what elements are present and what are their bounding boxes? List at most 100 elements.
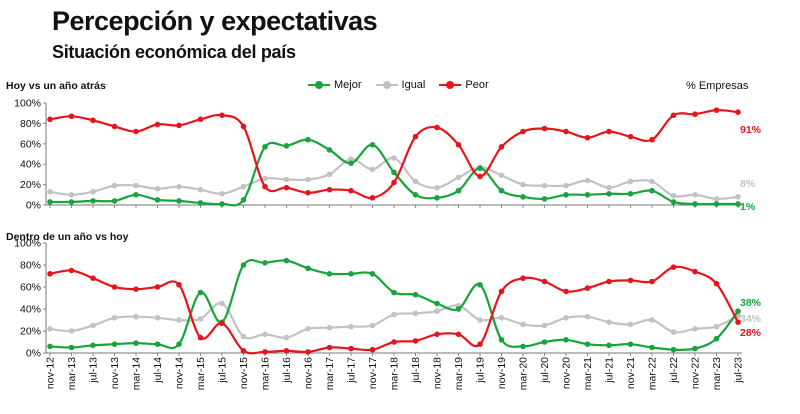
panel2-point-mejor	[90, 342, 96, 349]
panel1-point-mejor	[348, 160, 354, 166]
panel2-point-peor	[154, 284, 161, 290]
panel1-point-peor	[111, 123, 118, 130]
panel1-point-igual	[649, 178, 655, 185]
panel2-point-peor	[520, 275, 526, 282]
panel1-point-mejor	[670, 199, 677, 205]
legend-label-igual: Igual	[401, 79, 426, 91]
panel1-point-igual	[520, 181, 526, 188]
panel2-point-peor	[348, 345, 354, 352]
x-tick-label: mar-17	[324, 357, 336, 390]
panel1-point-igual	[670, 193, 677, 199]
x-tick-label: jul-18	[410, 357, 422, 384]
panel2-point-igual	[520, 321, 526, 328]
panel1-point-igual	[68, 192, 75, 198]
panel2-point-peor	[111, 284, 118, 290]
panel1-point-mejor	[262, 144, 268, 150]
x-tick-label: mar-13	[66, 357, 78, 390]
panel1-point-mejor	[369, 142, 376, 148]
x-tick-label: nov-13	[109, 357, 121, 389]
panel2-point-peor	[434, 331, 440, 338]
panel2-series-mejor-line	[49, 259, 739, 352]
panel1-point-mejor	[111, 198, 118, 204]
panel2-point-peor	[713, 280, 720, 287]
panel2-point-mejor	[455, 306, 462, 312]
panel1-point-peor	[713, 107, 720, 113]
panel2-point-mejor	[713, 335, 720, 342]
panel2-point-mejor	[563, 337, 569, 343]
panel1-point-mejor	[735, 201, 741, 207]
panel2-point-peor	[305, 349, 311, 355]
panel2-point-mejor	[305, 265, 311, 272]
panel2-point-mejor	[606, 342, 612, 349]
panel2-point-mejor	[735, 308, 741, 315]
panel2-point-peor	[391, 339, 397, 345]
panel2-point-peor	[649, 278, 655, 285]
panel2-point-igual	[541, 322, 548, 329]
panel2-point-mejor	[649, 344, 655, 351]
panel2-point-igual	[348, 323, 354, 330]
panel1-point-mejor	[391, 169, 397, 176]
panel2-end-label-peor: 28%	[740, 327, 762, 339]
panel1-point-mejor	[649, 187, 655, 194]
panel1-point-igual	[606, 184, 612, 191]
panel1-point-igual	[563, 182, 569, 189]
panel1-point-peor	[477, 173, 483, 180]
panel1-point-mejor	[520, 194, 526, 200]
x-tick-label: nov-22	[690, 357, 702, 389]
panel2-point-peor	[541, 278, 548, 285]
panel2-point-igual	[434, 308, 440, 315]
panel1-point-igual	[90, 188, 96, 195]
panel2-point-peor	[90, 275, 96, 282]
panel2-point-mejor	[68, 344, 75, 351]
panel2-point-mejor	[434, 300, 440, 307]
panel1-point-mejor	[197, 200, 204, 206]
panel1-point-igual	[348, 156, 354, 162]
panel1-point-mejor	[627, 190, 634, 197]
panel2-point-peor	[283, 348, 290, 354]
x-tick-label: mar-18	[389, 357, 401, 390]
page-title: Percepción y expectativas	[52, 6, 378, 36]
panel2-point-peor	[176, 282, 182, 288]
panel1-point-mejor	[477, 165, 483, 172]
panel1-point-mejor	[412, 192, 419, 198]
panel2-point-igual	[606, 319, 612, 326]
panel1-point-igual	[154, 185, 161, 192]
x-tick-label: nov-18	[432, 357, 444, 389]
panel2-point-igual	[154, 315, 161, 321]
panel2-point-igual	[412, 310, 419, 317]
panel2-point-peor	[197, 334, 204, 341]
panel2-point-mejor	[520, 343, 526, 350]
panel2-point-mejor	[477, 282, 483, 288]
panel2-point-peor	[219, 320, 225, 327]
panel2-point-peor	[584, 285, 591, 291]
panel2-point-igual	[326, 324, 333, 331]
panel1-point-peor	[584, 134, 591, 141]
panel1-point-igual	[735, 194, 741, 200]
panel1-point-igual	[283, 176, 290, 183]
panel2-point-igual	[477, 317, 483, 323]
panel1-point-peor	[240, 123, 247, 130]
panel1-end-label-peor: 91%	[740, 124, 762, 136]
panel2-point-peor	[240, 348, 247, 354]
panel1-point-peor	[434, 124, 440, 131]
panel2-point-mejor	[541, 339, 548, 345]
panel2-point-peor	[670, 264, 677, 271]
panel2-y-tick: 0%	[26, 348, 41, 360]
panel1-point-igual	[692, 192, 698, 198]
x-tick-label: jul-21	[604, 357, 616, 384]
panel2-end-label-igual: 34%	[740, 313, 762, 325]
x-tick-label: mar-23	[711, 357, 723, 390]
panel2-point-mejor	[154, 341, 161, 348]
panel1-point-peor	[692, 111, 698, 118]
panel2-point-igual	[262, 331, 268, 338]
panel1-point-igual	[240, 183, 247, 190]
unit-label: % Empresas	[686, 80, 749, 92]
panel1-point-igual	[434, 184, 440, 191]
panel2-point-igual	[111, 315, 118, 321]
panel1-point-mejor	[219, 201, 225, 207]
panel1-point-mejor	[90, 198, 96, 204]
panel1-point-igual	[262, 175, 268, 182]
panel2-y-tick: 40%	[20, 304, 41, 316]
panel1-point-mejor	[68, 199, 75, 205]
panel1-point-peor	[326, 186, 333, 193]
